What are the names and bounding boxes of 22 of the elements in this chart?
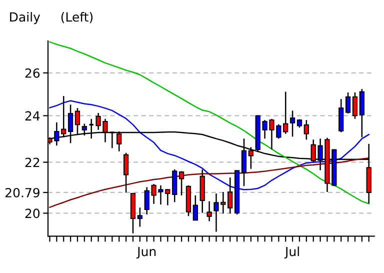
y-tick-label: 26 xyxy=(25,68,40,78)
candlestick xyxy=(338,98,344,133)
candlestick xyxy=(206,200,212,222)
y-tick-label: 24 xyxy=(25,111,40,120)
chart-title: Daily (Left) xyxy=(10,12,93,24)
candlestick xyxy=(228,176,233,214)
candlestick xyxy=(192,194,198,222)
y-tick-label: 20 xyxy=(25,208,40,218)
x-tick-label: Jul xyxy=(284,246,299,259)
candlestick xyxy=(352,92,358,120)
candlestick xyxy=(178,170,184,196)
line-series xyxy=(49,41,370,204)
y-tick-label: 20.79 xyxy=(5,188,40,198)
candlestick xyxy=(172,168,178,203)
x-tick-label: Jun xyxy=(136,246,156,259)
candlestick xyxy=(123,152,129,194)
candlestick xyxy=(283,91,288,134)
y-tick-label: 22 xyxy=(25,158,40,167)
candlestick xyxy=(345,92,351,114)
candlestick xyxy=(304,119,309,140)
candlestick xyxy=(290,110,296,138)
candlestick xyxy=(137,206,142,228)
